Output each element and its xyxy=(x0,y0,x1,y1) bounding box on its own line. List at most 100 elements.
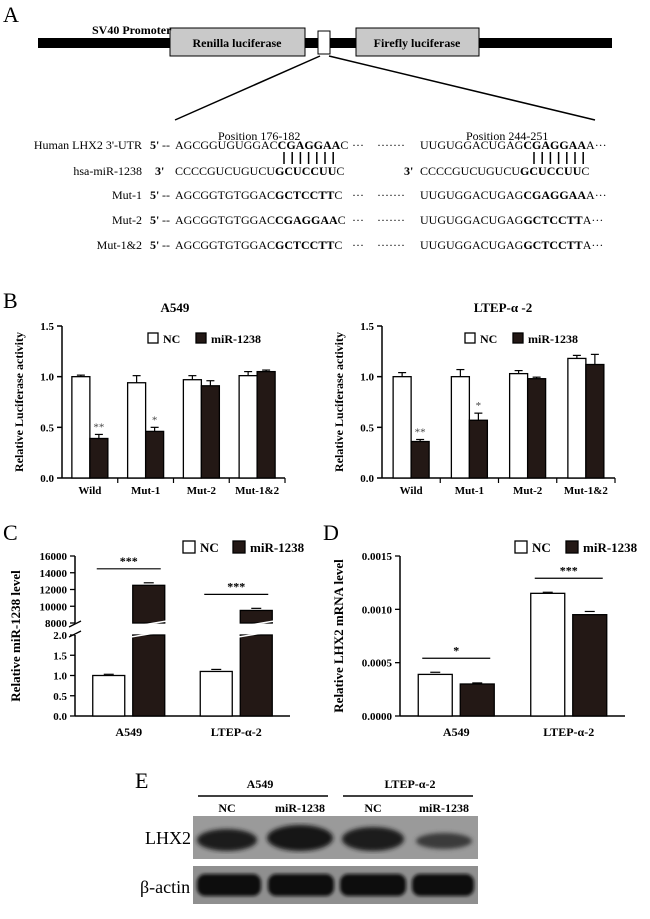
y-tick-label: 0.0010 xyxy=(362,604,393,616)
y-tick-label: 8000 xyxy=(45,618,68,630)
bar-mir xyxy=(200,385,221,479)
luciferase-chart-ltep: 0.0 0.5 1.0 1.5 Relative Luciferase activity… xyxy=(332,300,616,497)
seq-row-label: Mut-1&2 xyxy=(96,238,142,252)
legend-swatch-nc xyxy=(182,540,196,554)
seq-row-label: Mut-2 xyxy=(112,213,142,227)
bar-mir xyxy=(132,584,166,624)
western-blot: A549 LTEP-α-2 NC miR-1238 NC miR-1238 LH… xyxy=(140,777,478,904)
y-axis-label: Relative LHX2 mRNA level xyxy=(331,559,346,713)
x-tick-label: A549 xyxy=(115,725,142,739)
bar-nc xyxy=(392,376,412,479)
actin-bands xyxy=(197,874,474,896)
bar-break xyxy=(238,630,275,638)
bar-mir xyxy=(526,378,547,479)
blot-group-a549: A549 xyxy=(247,777,274,791)
y-axis-label: Relative Luciferase activity xyxy=(332,332,346,472)
y-tick-label: 0.0 xyxy=(53,711,67,723)
seq-ellipsis: ··· xyxy=(352,188,364,202)
bar-nc xyxy=(450,376,471,479)
x-tick-label: A549 xyxy=(443,725,470,739)
y-tick-label: 0.0000 xyxy=(362,711,393,723)
bar-mir xyxy=(132,634,166,717)
panel-label-a: A xyxy=(3,2,19,27)
bar-nc xyxy=(508,372,529,479)
seq-row-label: Mut-1 xyxy=(112,188,142,202)
bar-mir xyxy=(239,609,273,624)
bar-mir xyxy=(585,363,605,479)
legend-swatch-mir xyxy=(232,540,246,554)
seq-dots: ······· xyxy=(377,213,405,227)
y-tick-label: 1.5 xyxy=(360,321,374,333)
bar-nc xyxy=(92,674,126,717)
bar-mir xyxy=(89,437,109,479)
seq-dots: ······· xyxy=(377,238,405,252)
construct-diagram: SV40 Promoter Renilla luciferase Firefly… xyxy=(38,23,612,121)
legend-label-nc: NC xyxy=(480,332,497,346)
seq-prime: 5' xyxy=(150,213,160,227)
y-axis-label: Relative Luciferase activity xyxy=(12,332,26,472)
bar-mir xyxy=(144,430,165,479)
firefly-box xyxy=(355,27,480,57)
renilla-box xyxy=(169,27,306,57)
seq-segment-1: AGCGGUGUGGACCGAGGAAC xyxy=(175,138,349,152)
bar-mir xyxy=(239,634,273,717)
bar-nc xyxy=(182,379,203,479)
blot-lane-3: NC xyxy=(364,801,381,815)
seq-dash: -- xyxy=(162,138,170,152)
seq-segment-2: CCCCGUCUGUCUGCUCCUUC xyxy=(420,164,590,178)
seq-segment-1: AGCGGTGTGGACCGAGGAAC xyxy=(175,213,346,227)
legend-label-mir: miR-1238 xyxy=(211,332,261,346)
seq-dash: -- xyxy=(162,213,170,227)
y-tick-label: 0.0005 xyxy=(362,658,393,670)
bar-mir xyxy=(256,370,276,479)
seq-ellipsis: ··· xyxy=(352,213,364,227)
pairing-bars xyxy=(283,152,584,164)
chart-title: A549 xyxy=(161,300,190,315)
panel-label-d: D xyxy=(323,520,339,545)
bar-mir xyxy=(572,614,608,717)
seq-ellipsis: ··· xyxy=(352,138,364,152)
y-tick-label: 1.5 xyxy=(53,650,67,662)
bar-nc xyxy=(199,670,233,717)
x-tick-label: Mut-2 xyxy=(513,485,543,497)
promoter-label: SV40 Promoter xyxy=(92,23,172,37)
y-tick-label: 1.0 xyxy=(53,671,67,683)
blot-group-ltep: LTEP-α-2 xyxy=(385,777,436,791)
y-tick-label: 0.0015 xyxy=(362,551,393,563)
y-tick-label: 14000 xyxy=(40,568,68,580)
seq-prime: 3' xyxy=(155,164,165,178)
zoom-line-left xyxy=(174,55,321,121)
utr-box xyxy=(317,30,331,55)
bar-nc xyxy=(567,357,587,479)
y-tick-label: 0.5 xyxy=(360,422,374,434)
legend-swatch-mir xyxy=(195,332,207,344)
position-1-label: Position 176-182 xyxy=(218,129,301,143)
legend-swatch-nc xyxy=(147,332,159,344)
significance-mark: *** xyxy=(560,563,578,577)
legend-label-nc: NC xyxy=(532,540,551,555)
bar-mir xyxy=(410,440,430,479)
y-tick-label: 1.5 xyxy=(40,321,54,333)
x-tick-label: LTEP-α-2 xyxy=(543,725,594,739)
seq-ellipsis: ··· xyxy=(352,238,364,252)
significance-mark: *** xyxy=(120,554,138,568)
axis-break xyxy=(68,630,82,638)
seq-dots: ······· xyxy=(377,138,405,152)
significance-mark: * xyxy=(152,414,158,426)
x-tick-label: LTEP-α-2 xyxy=(211,725,262,739)
legend-label-mir: miR-1238 xyxy=(528,332,578,346)
legend-label-mir: miR-1238 xyxy=(583,540,638,555)
significance-mark: *** xyxy=(227,579,245,593)
seq-segment-2: UUGUGGACUGAGGCTCCTTA··· xyxy=(420,238,604,252)
bar-nc xyxy=(71,376,91,479)
bar-mir xyxy=(468,419,489,479)
y-tick-label: 0.5 xyxy=(53,691,67,703)
seq-prime-2: 3' xyxy=(404,164,414,178)
legend-label-nc: NC xyxy=(200,540,219,555)
legend-label-mir: miR-1238 xyxy=(250,540,305,555)
bar-nc xyxy=(126,382,147,479)
renilla-label: Renilla luciferase xyxy=(193,36,283,50)
seq-segment-1: CCCCGUCUGUCUGCUCCUUC xyxy=(175,164,345,178)
seq-segment-2: UUGUGGACUGAGCGAGGAAA··· xyxy=(420,188,607,202)
legend-swatch-nc xyxy=(464,332,476,344)
